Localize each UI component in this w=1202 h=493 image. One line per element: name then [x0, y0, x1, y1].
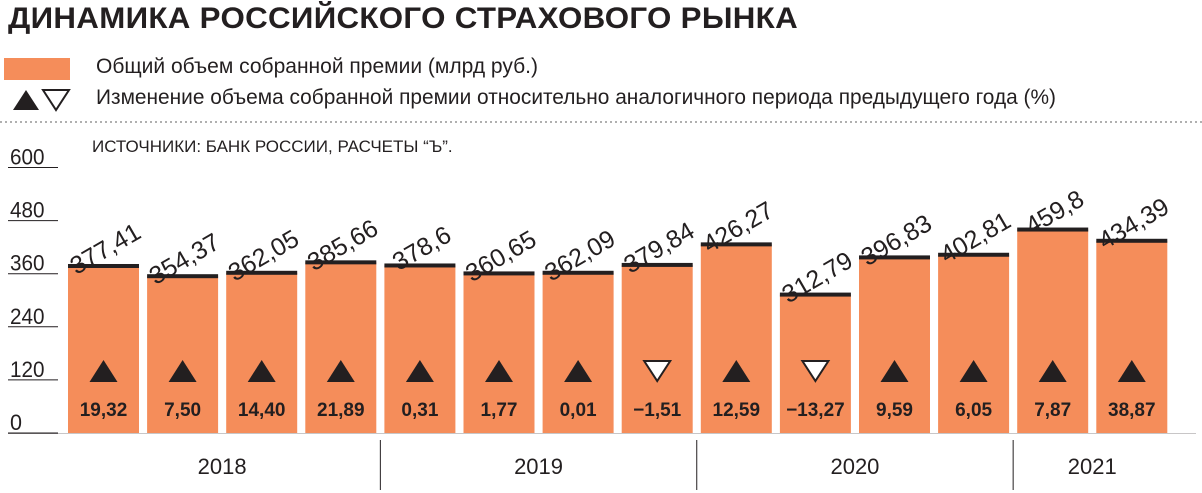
bar-cap	[68, 263, 139, 268]
up-triangle-icon	[168, 360, 197, 382]
bar-cap	[859, 255, 930, 260]
bar	[384, 265, 456, 433]
up-triangle-icon	[13, 90, 39, 110]
y-tick-label: 0	[10, 410, 22, 435]
down-triangle-icon	[800, 360, 831, 383]
change-label: 12,59	[713, 400, 761, 421]
y-tick-label: 240	[10, 304, 45, 329]
up-triangle-icon	[722, 360, 751, 382]
down-triangle-icon	[41, 89, 71, 112]
change-label: 14,40	[238, 400, 286, 421]
bar-cap	[384, 263, 456, 268]
year-band	[8, 434, 1196, 492]
change-label: 7,50	[164, 400, 201, 421]
change-label: 0,31	[401, 400, 438, 421]
y-tick-label: 360	[10, 251, 45, 276]
bar	[463, 273, 535, 433]
up-triangle-icon	[247, 360, 276, 382]
up-triangle-icon	[326, 360, 355, 382]
bar-cap	[463, 271, 535, 276]
bar	[700, 244, 772, 433]
dotted-divider	[0, 121, 1202, 123]
bar-cap	[305, 260, 377, 265]
up-triangle-icon	[959, 360, 988, 382]
bar	[859, 257, 930, 433]
legend-premium-label: Общий объем собранной премии (млрд руб.)	[96, 55, 538, 78]
bar-cap	[1096, 238, 1168, 243]
year-label: 2019	[514, 454, 563, 479]
bar-cap	[542, 270, 614, 275]
up-triangle-icon	[1038, 360, 1067, 382]
change-label: −13,27	[786, 400, 845, 421]
legend-triangles-icon	[13, 89, 71, 112]
bar	[542, 272, 614, 433]
up-triangle-icon	[1117, 360, 1146, 382]
bar-cap	[621, 262, 693, 267]
year-label: 2020	[830, 454, 879, 479]
up-triangle-icon	[89, 360, 118, 382]
y-tick-label: 480	[10, 198, 45, 223]
bar-cap	[779, 292, 851, 297]
bar-cap	[226, 270, 298, 275]
bar-cap	[147, 274, 219, 279]
change-label: 9,59	[876, 400, 913, 421]
up-triangle-icon	[405, 360, 434, 382]
chart-title: ДИНАМИКА РОССИЙСКОГО СТРАХОВОГО РЫНКА	[8, 2, 798, 35]
bar	[305, 262, 377, 433]
bar	[938, 254, 1010, 433]
bar	[1096, 240, 1168, 433]
change-label: 7,87	[1034, 400, 1071, 421]
bar	[226, 272, 298, 433]
legend-premium-swatch	[4, 58, 70, 80]
bar-cap	[700, 242, 772, 247]
y-tick-label: 120	[10, 357, 45, 382]
change-label: 19,32	[80, 400, 128, 421]
change-label: 6,05	[955, 400, 992, 421]
year-label: 2021	[1068, 454, 1117, 479]
bar	[68, 265, 139, 433]
legend-change-label: Изменение объема собранной премии относи…	[96, 86, 1056, 109]
year-label: 2018	[198, 454, 247, 479]
y-tick-label: 600	[10, 145, 45, 170]
up-triangle-icon	[880, 360, 909, 382]
up-triangle-icon	[485, 360, 513, 382]
bar	[621, 264, 693, 433]
change-label: 0,01	[560, 400, 597, 421]
bar-cap	[938, 252, 1010, 257]
bar	[1017, 229, 1089, 433]
up-triangle-icon	[564, 360, 593, 382]
bar-cap	[1017, 227, 1089, 232]
bar	[147, 276, 219, 433]
down-triangle-icon	[642, 360, 673, 383]
source-note: ИСТОЧНИКИ: БАНК РОССИИ, РАСЧЕТЫ “Ъ”.	[92, 137, 453, 156]
change-label: −1,51	[633, 400, 682, 421]
change-label: 1,77	[481, 400, 518, 421]
change-label: 21,89	[317, 400, 365, 421]
change-label: 38,87	[1108, 400, 1156, 421]
